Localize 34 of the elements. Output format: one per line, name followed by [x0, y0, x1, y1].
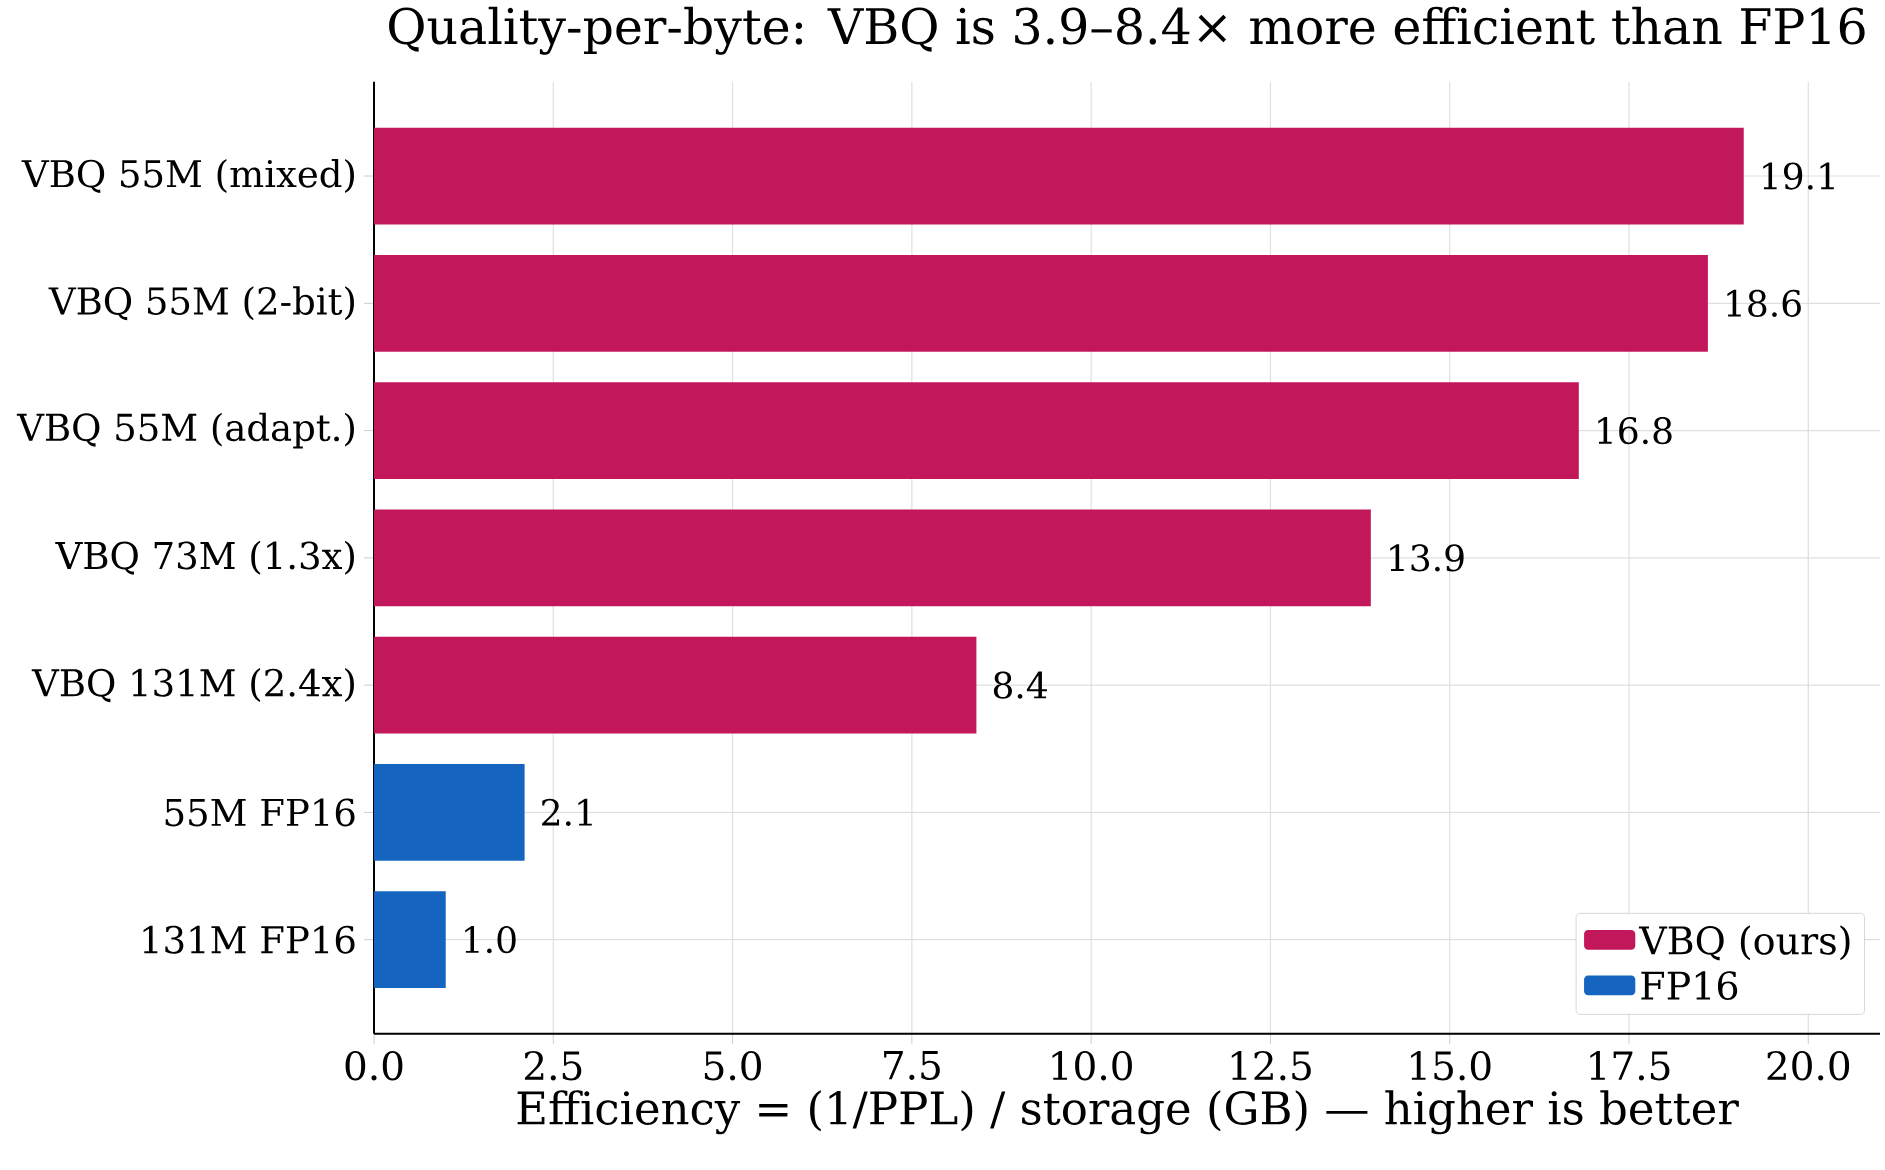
x-tick-label: 17.5	[1590, 1050, 1670, 1081]
x-tick-label: 2.5	[524, 1050, 582, 1081]
y-tick-label: VBQ 131M (2.4x)	[31, 668, 354, 703]
x-tick-label: 0.0	[345, 1050, 403, 1081]
chart-title: Quality-per-byte: VBQ is 3.9–8.4× more efficient than FP16	[389, 6, 1865, 55]
data-label: 16.8	[1598, 417, 1672, 445]
data-label: 13.9	[1390, 544, 1464, 572]
bar	[374, 509, 1371, 607]
y-tick-label: VBQ 55M (2-bit)	[48, 286, 354, 321]
x-tick-label: 5.0	[704, 1050, 761, 1081]
bar	[374, 382, 1579, 480]
bar	[374, 127, 1744, 225]
data-label: 2.1	[542, 798, 592, 827]
legend-label: VBQ (ours)	[1638, 925, 1850, 961]
data-label: 18.6	[1727, 289, 1801, 317]
x-tick-label: 10.0	[1052, 1050, 1132, 1081]
data-label: 19.1	[1763, 162, 1834, 190]
x-tick-label: 7.5	[884, 1051, 940, 1080]
legend-label: FP16	[1641, 971, 1738, 1001]
y-tick-label: VBQ 73M (1.3x)	[55, 540, 354, 575]
bar	[374, 636, 977, 734]
bar	[374, 891, 446, 989]
data-label: 1.0	[465, 926, 516, 954]
x-axis-title: Efficiency = (1/PPL) / storage (GB) — higher is better	[517, 1090, 1739, 1135]
bar	[374, 764, 525, 861]
bar	[374, 255, 1708, 352]
y-tick-label: VBQ 55M (mixed)	[21, 159, 354, 194]
x-tick-label: 12.5	[1231, 1050, 1311, 1081]
y-tick-label: 131M FP16	[143, 925, 355, 954]
y-tick-label: 55M FP16	[165, 798, 355, 827]
data-label: 8.4	[993, 671, 1047, 699]
x-tick-label: 20.0	[1767, 1050, 1850, 1081]
y-tick-label: VBQ 55M (adapt.)	[16, 412, 354, 449]
x-tick-label: 15.0	[1411, 1050, 1491, 1081]
